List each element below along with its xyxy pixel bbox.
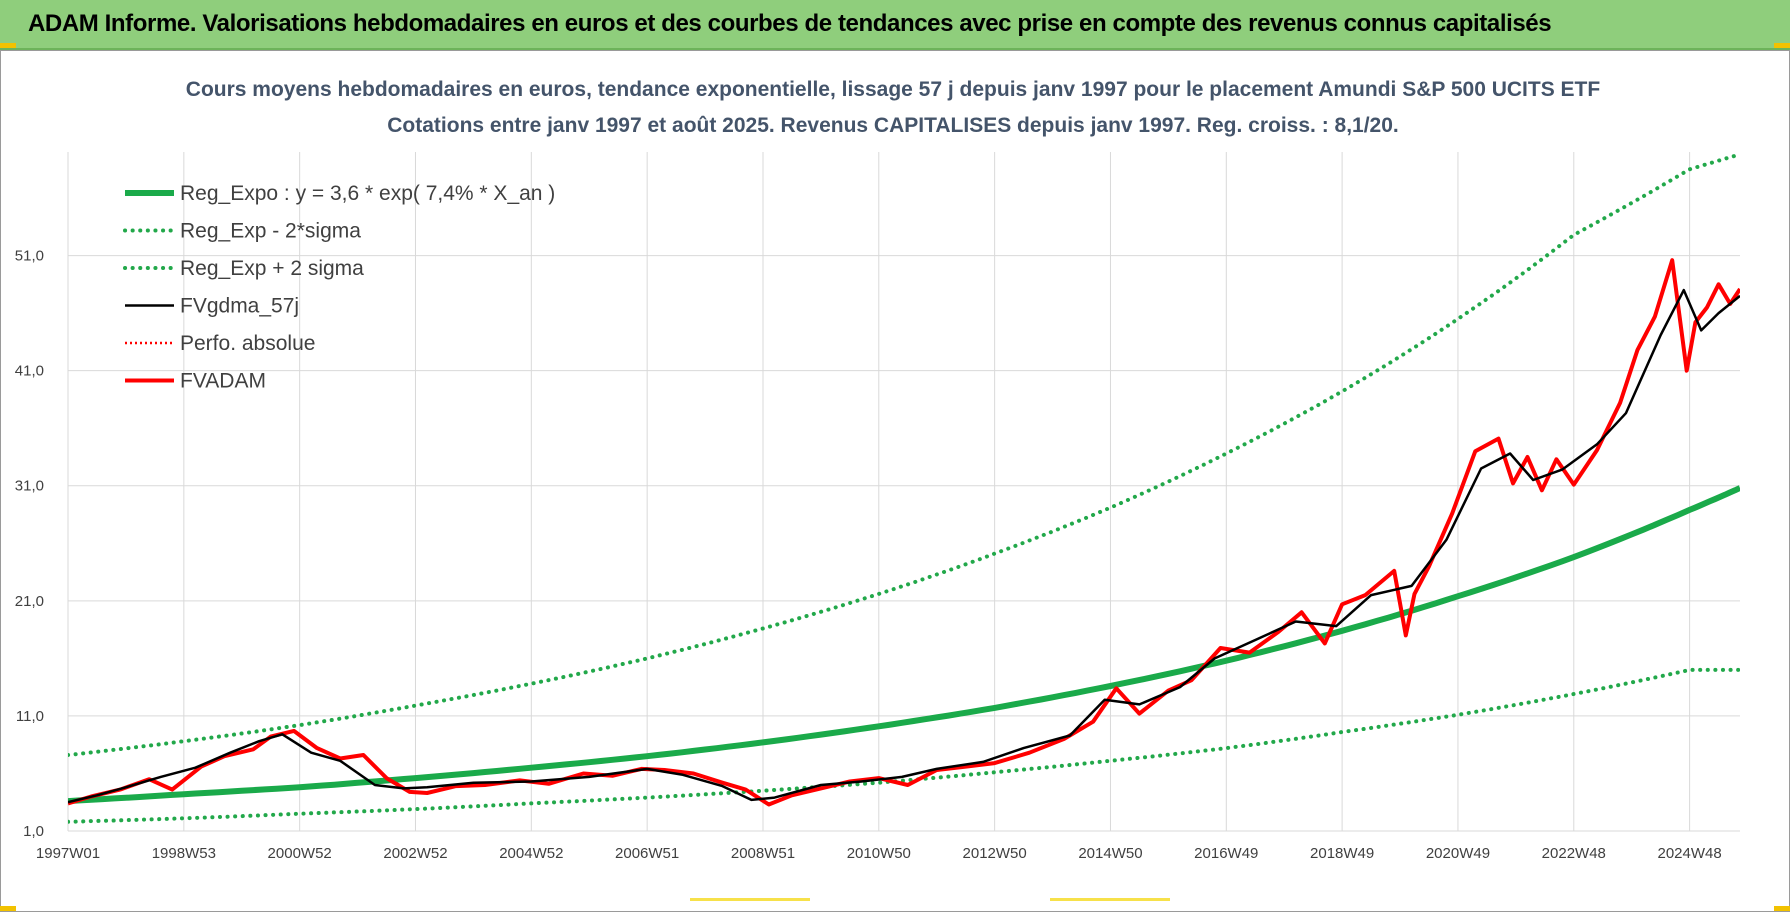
- corner-marker-top-right: [1774, 43, 1790, 48]
- reg-expo-line: [68, 485, 1740, 805]
- legend-label-fvadam-line: FVADAM: [180, 370, 266, 393]
- chart-title-line-2: Cotations entre janv 1997 et août 2025. …: [387, 114, 1399, 137]
- chart-frame: [0, 50, 1790, 912]
- y-tick-label: 1,0: [23, 823, 44, 840]
- x-tick-label: 2008W51: [731, 845, 795, 862]
- corner-marker-bottom-right: [1774, 906, 1790, 911]
- series-layer: [68, 152, 1740, 824]
- legend-label-reg-plus-2sigma-line: Reg_Exp + 2 sigma: [180, 257, 364, 280]
- grid-layer: 1,0 11,0 21,0 31,0 41,0 51,0 1997W01 1998W53 200…: [15, 152, 1740, 862]
- x-tick-label: 2010W50: [847, 845, 911, 862]
- y-tick-label: 21,0: [15, 593, 44, 610]
- fvgdma-57j-line: [68, 288, 1740, 804]
- legend-label-reg-expo-line: Reg_Expo : y = 3,6 * exp( 7,4% * X_an ): [180, 182, 555, 205]
- x-tick-label: 2004W52: [499, 845, 563, 862]
- x-tick-label: 2020W49: [1426, 845, 1490, 862]
- y-tick-label: 51,0: [15, 248, 44, 265]
- x-tick-label: 2002W52: [383, 845, 447, 862]
- x-tick-label: 2000W52: [268, 845, 332, 862]
- page-title: ADAM Informe. Valorisations hebdomadaire…: [28, 10, 1552, 37]
- legend: Reg_Expo : y = 3,6 * exp( 7,4% * X_an ) R…: [123, 182, 555, 393]
- corner-marker-bottom-mid-2: [1050, 898, 1170, 901]
- chart-title-line-1: Cours moyens hebdomadaires en euros, ten…: [186, 78, 1601, 101]
- corner-marker-top-left: [0, 43, 16, 48]
- corner-marker-bottom-mid-1: [690, 898, 810, 901]
- x-tick-label: 1998W53: [152, 845, 216, 862]
- x-tick-label: 2014W50: [1078, 845, 1142, 862]
- legend-label-perfo-absolue-line: Perfo. absolue: [180, 332, 315, 355]
- y-tick-label: 41,0: [15, 363, 44, 380]
- corner-marker-bottom-left: [0, 906, 16, 911]
- fvadam-line: [68, 258, 1740, 807]
- x-tick-label: 2024W48: [1658, 845, 1722, 862]
- y-tick-label: 11,0: [16, 708, 44, 725]
- header-banner: ADAM Informe. Valorisations hebdomadaire…: [0, 0, 1790, 50]
- x-tick-label: 2006W51: [615, 845, 679, 862]
- y-tick-label: 31,0: [15, 478, 44, 495]
- x-tick-label: 2012W50: [963, 845, 1027, 862]
- x-tick-label: 1997W01: [36, 845, 100, 862]
- reg-plus-2sigma-line: [68, 152, 1740, 757]
- x-tick-label: 2022W48: [1542, 845, 1606, 862]
- reg-minus-2sigma-line: [68, 667, 1740, 824]
- x-tick-label: 2016W49: [1194, 845, 1258, 862]
- legend-label-fvgdma-57j-line: FVgdma_57j: [180, 295, 299, 318]
- legend-label-reg-minus-2sigma-line: Reg_Exp - 2*sigma: [180, 220, 361, 243]
- x-tick-label: 2018W49: [1310, 845, 1374, 862]
